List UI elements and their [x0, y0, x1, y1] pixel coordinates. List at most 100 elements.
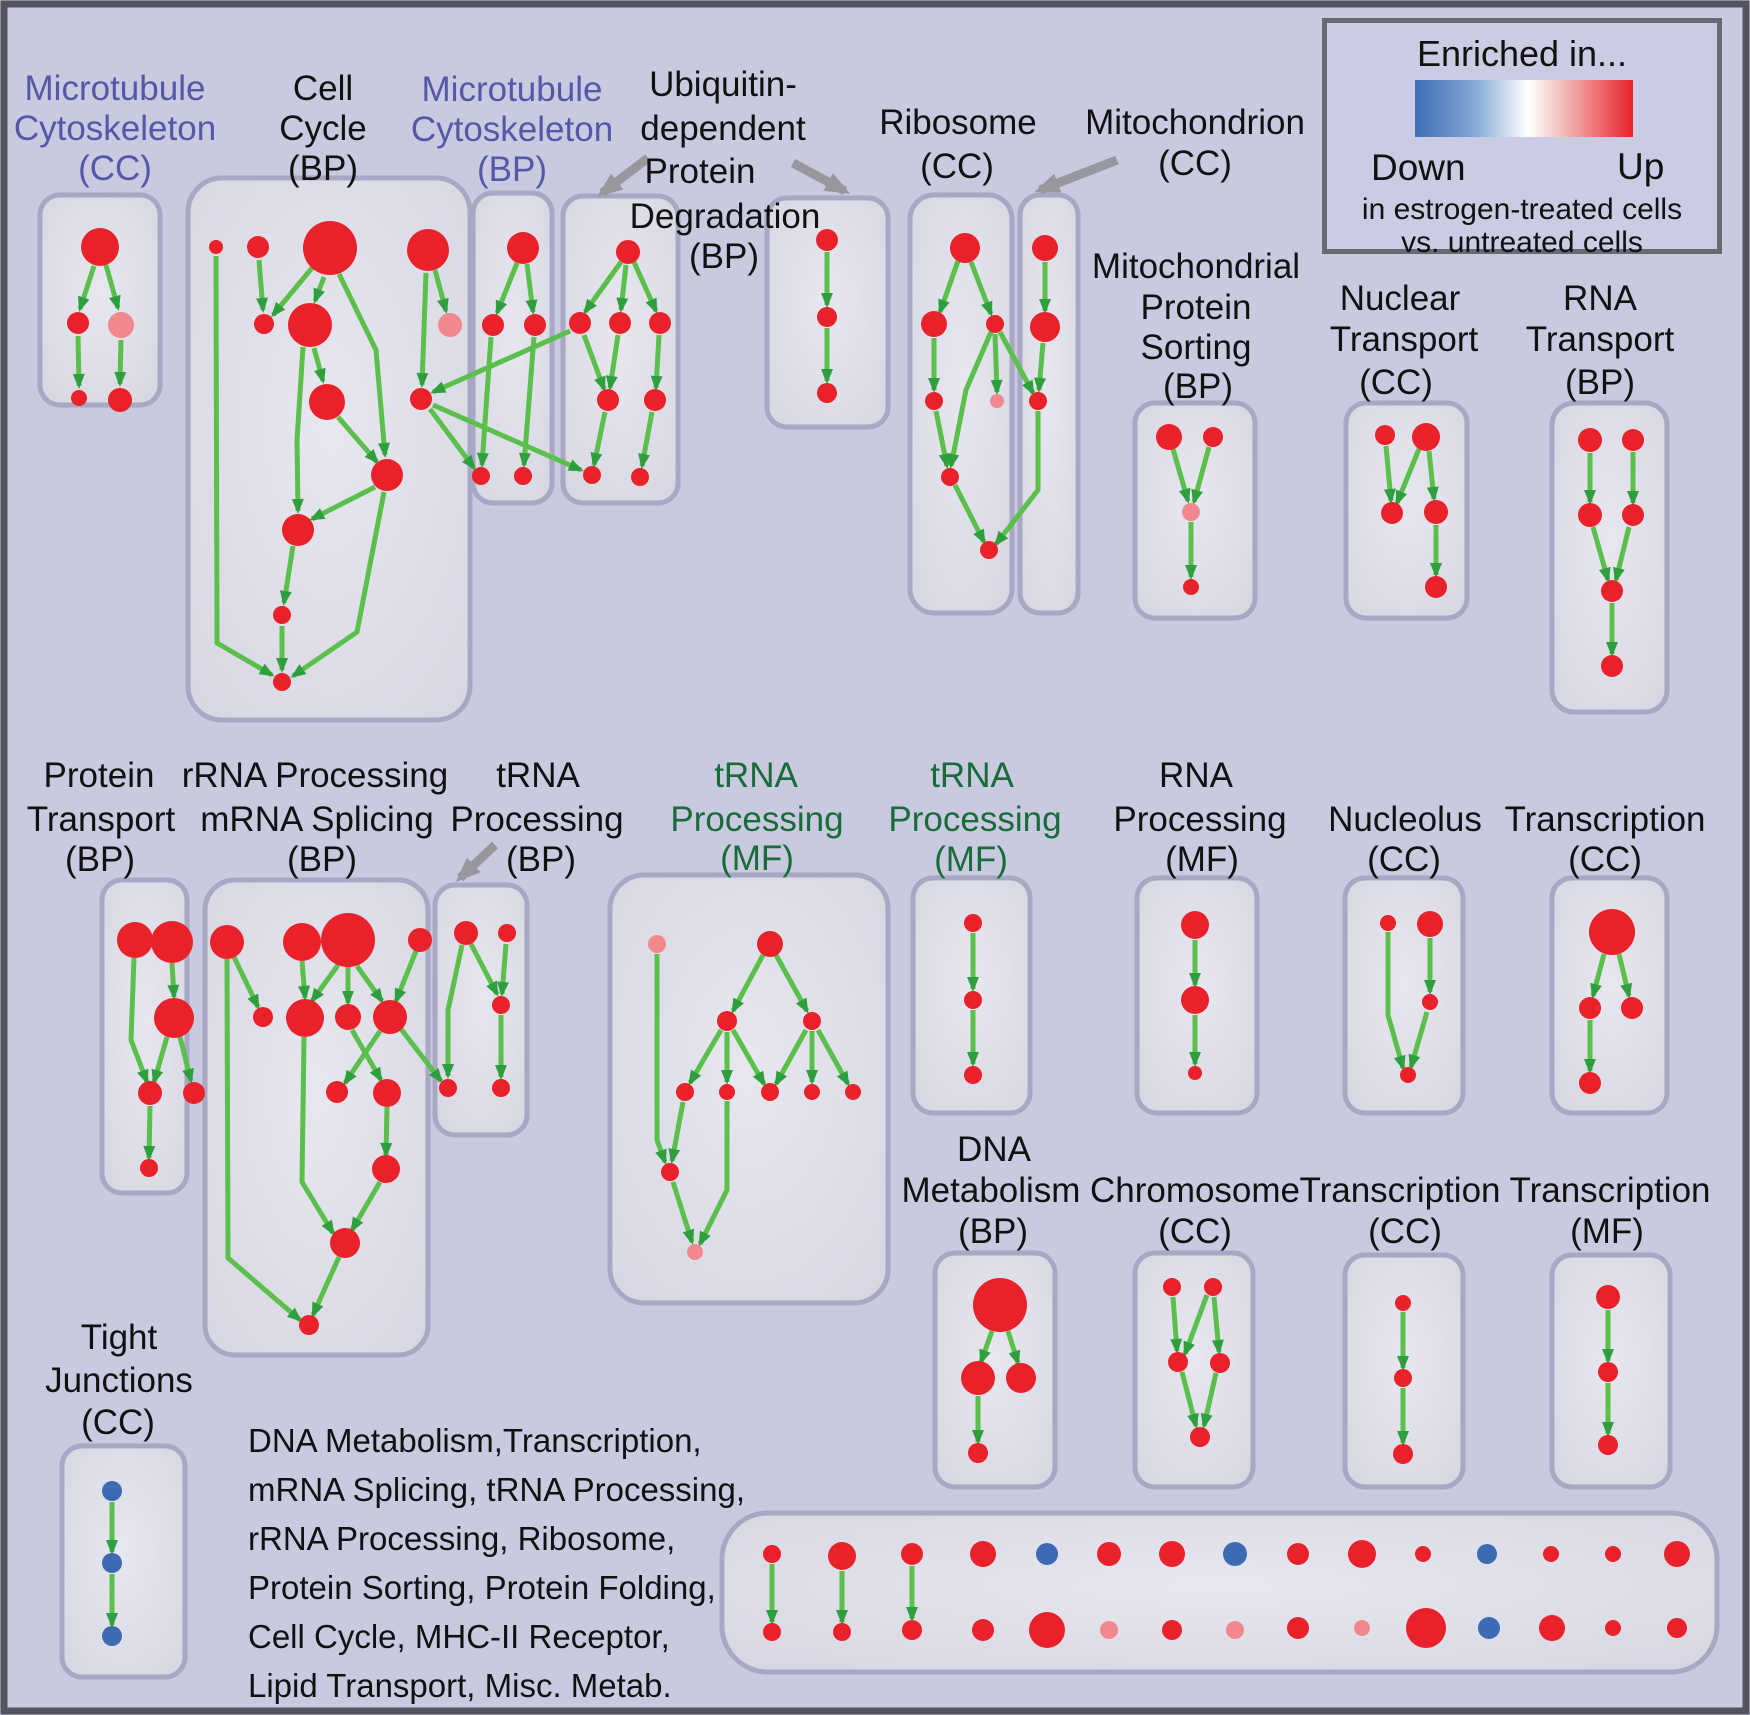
cluster-label-trna-processing-mf-large: Processing: [670, 800, 843, 839]
cluster-box-transcription-cc: [1549, 875, 1670, 1116]
edge-arrow: [1034, 342, 1046, 393]
go-term-node-blue: [1223, 1542, 1247, 1566]
cluster-label-transcription-mf: (MF): [1570, 1212, 1644, 1251]
go-term-node-red: [1415, 1546, 1431, 1562]
go-term-node-red: [804, 1084, 820, 1100]
edge-arrow: [997, 330, 1036, 396]
edge-arrow: [697, 1101, 730, 1247]
edge-arrow: [1005, 1330, 1021, 1366]
cluster-label-nuclear-transport-cc: Transport: [1330, 320, 1479, 359]
go-term-node-red: [1406, 1608, 1446, 1648]
go-term-node-red: [1162, 1620, 1182, 1640]
cluster-box-nucleolus-cc: [1342, 875, 1466, 1116]
go-term-node-red: [845, 1084, 861, 1100]
go-term-node-red: [901, 1543, 923, 1565]
go-term-node-red: [67, 312, 89, 334]
edge-arrow: [1385, 932, 1406, 1071]
footer-text-line: Protein Sorting, Protein Folding,: [248, 1569, 716, 1606]
go-term-node-red: [950, 233, 980, 263]
go-term-node-pink: [1354, 1620, 1370, 1636]
go-term-node-red: [631, 468, 649, 486]
go-term-node-red: [1589, 909, 1635, 955]
edge-arrow: [1394, 448, 1422, 506]
edge-arrow: [310, 1255, 342, 1318]
go-term-node-red: [524, 314, 546, 336]
edge-arrow: [687, 1028, 724, 1086]
cluster-label-tight-junctions-cc: Junctions: [45, 1361, 193, 1400]
edge-arrow: [933, 410, 951, 469]
cluster-label-microtubule-cytoskeleton-bp: Microtubule: [422, 70, 603, 109]
edge-arrow: [978, 1330, 995, 1365]
edge-arrow: [638, 411, 655, 469]
cluster-box-microtubule-cytoskeleton-cc: [37, 192, 163, 408]
annotation-arrow: [455, 841, 499, 883]
go-term-node-red: [1664, 1541, 1690, 1567]
legend-up-label: Up: [1617, 146, 1665, 187]
go-term-node-red: [1181, 911, 1209, 939]
cluster-label-trna-processing-mf-large: (MF): [720, 839, 794, 878]
go-term-node-red: [1380, 915, 1396, 931]
go-term-node-red: [303, 221, 357, 275]
go-term-node-red: [1097, 1542, 1121, 1566]
go-term-node-red: [941, 468, 959, 486]
cluster-label-microtubule-cytoskeleton-bp: (BP): [477, 150, 547, 189]
edge-arrow: [947, 331, 994, 469]
cluster-label-rna-transport-bp: (BP): [1565, 363, 1635, 402]
go-term-node-red: [140, 1159, 158, 1177]
go-term-node-red: [1417, 911, 1443, 937]
go-term-node-red: [183, 1082, 205, 1104]
go-term-node-red: [286, 999, 324, 1037]
edge-arrow: [312, 276, 327, 304]
go-term-node-red: [1605, 1546, 1621, 1562]
go-term-node-pink: [438, 313, 462, 337]
edge-arrow: [442, 944, 465, 1079]
edge-arrow: [1426, 450, 1439, 502]
cluster-label-ribosome-cc: Ribosome: [879, 103, 1037, 142]
go-term-node-pink: [648, 935, 666, 953]
go-term-node-red: [961, 1361, 995, 1395]
cluster-label-protein-transport-bp: (BP): [65, 840, 135, 879]
go-term-node-pink: [687, 1244, 703, 1260]
legend-color-gradient-bar: [1415, 80, 1633, 137]
edge-arrow: [654, 954, 668, 1165]
go-term-node-red: [817, 383, 837, 403]
go-term-node-red: [761, 1083, 779, 1101]
go-term-node-red: [492, 996, 510, 1014]
edge-arrow: [128, 957, 150, 1085]
go-term-node-red: [1183, 579, 1199, 595]
footer-text-line: Cell Cycle, MHC-II Receptor,: [248, 1618, 670, 1655]
cluster-label-cell-cycle-bp: Cell: [293, 69, 353, 108]
edge-arrow: [1408, 1011, 1430, 1070]
cluster-box-rna-transport-bp: [1549, 400, 1670, 715]
go-term-node-red: [372, 1155, 400, 1183]
cluster-label-trna-processing-mf-small: Processing: [888, 800, 1061, 839]
edge-arrow: [309, 484, 377, 522]
go-term-node-red: [1579, 1072, 1601, 1094]
go-term-node-red: [1203, 427, 1223, 447]
edge-arrow: [354, 964, 385, 1004]
go-term-node-red: [964, 991, 982, 1009]
edge-arrow: [416, 272, 429, 388]
cluster-label-ubiquitin-dependent-protein-degradation-bp: Protein: [645, 152, 756, 191]
legend-subtitle-line2: vs. untreated cells: [1401, 226, 1643, 259]
go-term-node-red: [569, 312, 591, 334]
go-term-node-red: [81, 228, 119, 266]
edge-arrow: [279, 545, 296, 606]
cluster-label-microtubule-cytoskeleton-cc: Cytoskeleton: [14, 109, 216, 148]
go-term-node-red: [1622, 429, 1644, 451]
go-term-node-red: [330, 1228, 360, 1258]
edge-arrow: [290, 491, 387, 679]
go-term-node-red: [816, 229, 838, 251]
cluster-label-trna-processing-bp: tRNA: [496, 756, 580, 795]
cluster-label-ribosome-cc: (CC): [920, 147, 994, 186]
go-term-node-red: [1204, 1278, 1222, 1296]
labels-layer: MicrotubuleCytoskeleton(CC)CellCycle(BP)…: [14, 65, 1711, 1704]
go-term-node-red: [309, 384, 345, 420]
cluster-label-transcription-cc: Transcription: [1505, 800, 1706, 839]
cluster-label-nucleolus-cc: Nucleolus: [1328, 800, 1482, 839]
go-term-node-red: [964, 914, 982, 932]
go-term-node-red: [1156, 424, 1182, 450]
go-term-node-red: [373, 1079, 401, 1107]
go-term-node-red: [763, 1623, 781, 1641]
edge-arrow: [177, 1036, 194, 1084]
